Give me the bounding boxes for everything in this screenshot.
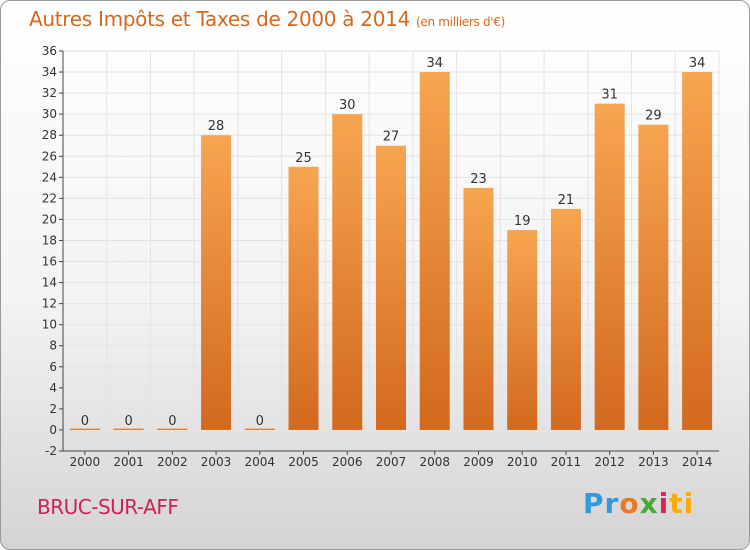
value-label-2004: 0 [256,414,264,429]
x-tick-label-2005: 2005 [288,455,319,469]
x-tick-label-2011: 2011 [551,455,582,469]
x-tick-label-2009: 2009 [463,455,494,469]
x-tick-label-2012: 2012 [594,455,625,469]
value-label-2000: 0 [81,414,89,429]
x-tick-label-2002: 2002 [157,455,188,469]
bar-2006 [332,114,363,430]
x-tick-label-2000: 2000 [70,455,101,469]
x-tick-label-2001: 2001 [113,455,144,469]
y-tick-label: 10 [42,318,57,332]
y-tick-label: 14 [42,276,57,290]
bar-2009 [463,187,494,430]
proxiti-logo: Proxiti [583,487,695,520]
bar-2005 [288,166,319,430]
unit-note: (en milliers d'€) [416,15,506,29]
y-tick-label: 8 [49,339,57,353]
bars [69,72,713,430]
y-tick-label: 24 [42,170,57,184]
value-label-2008: 34 [426,56,443,71]
chart-title-text: Autres Impôts et Taxes de 2000 à 2014 [29,7,410,31]
y-tick-label: 28 [42,128,57,142]
x-tick-label-2007: 2007 [376,455,407,469]
value-label-2010: 19 [514,214,531,229]
bar-2004 [244,428,275,430]
y-tick-label: 20 [42,212,57,226]
value-label-2001: 0 [124,414,132,429]
bar-2008 [419,72,450,430]
y-tick-label: 36 [42,44,57,58]
y-tick-label: 12 [42,297,57,311]
commune-name: BRUC-SUR-AFF [37,495,179,519]
x-tick-label-2003: 2003 [201,455,232,469]
bar-2003 [201,135,232,430]
value-label-2002: 0 [168,414,176,429]
bar-2007 [376,145,406,430]
y-tick-label: 34 [42,65,57,79]
y-tick-label: 2 [49,402,57,416]
x-tick-label-2006: 2006 [332,455,363,469]
value-label-2009: 23 [470,172,487,187]
labels: 0 0 0 28 0 25 30 27 34 23 19 21 31 29 34 [81,56,706,429]
value-label-2013: 29 [645,109,662,124]
value-label-2012: 31 [601,88,618,103]
value-label-2003: 28 [208,119,225,134]
y-tick-label: 16 [42,255,57,269]
value-label-2005: 25 [295,151,312,166]
value-label-2011: 21 [558,193,575,208]
y-tick-label: 32 [42,86,57,100]
bar-2002 [157,428,188,430]
x-tick-label-2010: 2010 [507,455,538,469]
chart-title: Autres Impôts et Taxes de 2000 à 2014 (en… [29,7,505,31]
x-tick-label-2013: 2013 [638,455,669,469]
y-tick-label: 30 [42,107,57,121]
y-tick-label: -2 [45,444,57,458]
value-label-2014: 34 [689,56,706,71]
y-tick-label: 4 [49,381,57,395]
value-label-2006: 30 [339,98,356,113]
y-tick-label: 22 [42,191,57,205]
bar-2013 [638,124,669,430]
y-tick-label: 0 [49,423,57,437]
y-tick-label: 18 [42,233,57,247]
bar-2011 [550,208,581,430]
x-tick-label-2004: 2004 [245,455,276,469]
bar-2012 [594,103,625,430]
x-tick-label-2014: 2014 [682,455,713,469]
bar-2001 [113,428,144,430]
y-tick-label: 6 [49,360,57,374]
y-tick-label: 26 [42,149,57,163]
value-label-2007: 27 [383,130,400,145]
bar-2014 [682,72,713,430]
bar-2000 [69,428,100,430]
bar-2010 [507,229,538,430]
x-tick-label-2008: 2008 [419,455,450,469]
